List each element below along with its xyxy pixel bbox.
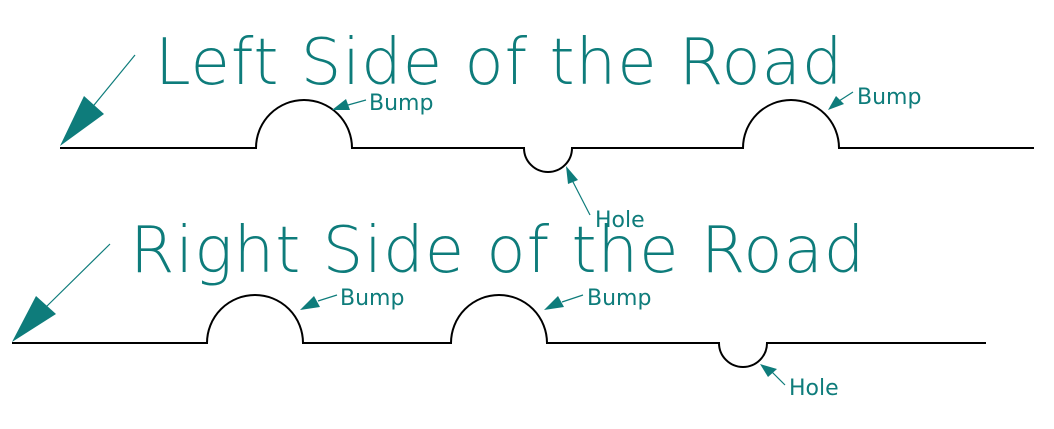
left-road-hole-label: Hole bbox=[595, 208, 645, 233]
right-road-bump-1-callout: Bump bbox=[300, 286, 404, 311]
left-road-hole-callout: Hole bbox=[566, 166, 645, 233]
right-road-arrowhead bbox=[12, 296, 56, 342]
left-road-title: Left Side of the Road bbox=[155, 26, 844, 100]
right-road-title: Right Side of the Road bbox=[130, 214, 865, 288]
right-road-bump-2-callout: Bump bbox=[544, 286, 651, 311]
left-road-bump-1-callout: Bump bbox=[332, 91, 433, 116]
left-road-bump-2-label: Bump bbox=[857, 85, 921, 110]
right-road-profile bbox=[12, 294, 986, 368]
left-road-profile bbox=[60, 99, 1034, 173]
left-road-arrowhead bbox=[60, 96, 104, 146]
left-road-bump-1-label: Bump bbox=[369, 91, 433, 116]
left-road-bump-2-callout: Bump bbox=[828, 85, 921, 110]
left-road-group: Left Side of the Road Bump Bump Hole bbox=[60, 26, 1034, 233]
left-road-title-arrow bbox=[60, 54, 136, 146]
right-road-hole-label: Hole bbox=[789, 376, 839, 401]
right-road-hole-callout: Hole bbox=[760, 364, 839, 401]
right-road-group: Right Side of the Road Bump Bump Hole bbox=[12, 214, 986, 401]
right-road-bump-1-label: Bump bbox=[340, 286, 404, 311]
right-road-bump-2-label: Bump bbox=[587, 286, 651, 311]
right-road-title-arrow bbox=[12, 243, 111, 342]
